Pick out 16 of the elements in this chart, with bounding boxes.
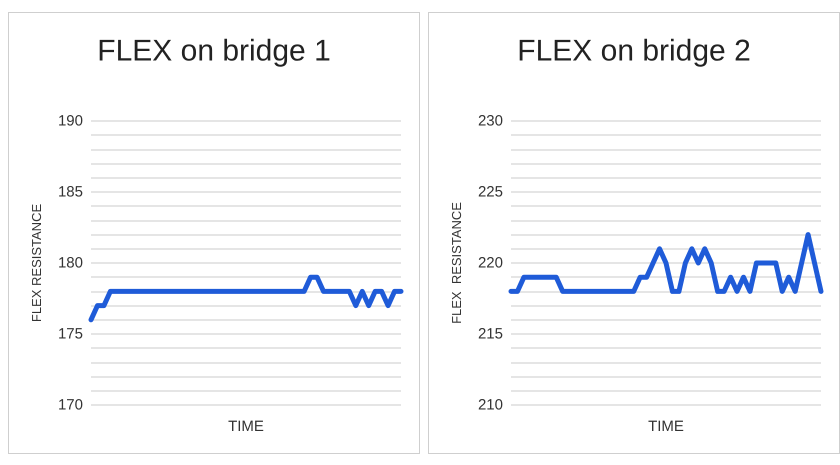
y-tick-label: 225 [478,184,503,200]
y-tick-label: 185 [58,184,83,200]
chart-title: FLEX on bridge 1 [97,34,331,68]
y-tick-label: 170 [58,396,83,414]
chart-title: FLEX on bridge 2 [517,34,751,68]
y-tick-label: 190 [58,112,83,130]
x-axis-title: TIME [648,418,684,435]
y-axis-title: FLEX RESISTANCE [29,204,44,322]
y-tick-label: 230 [478,112,503,130]
y-tick-label: 180 [58,254,83,272]
y-axis-title: FLEX RESISTANCE [449,202,464,324]
y-tick-label: 220 [478,254,503,272]
y-tick-label: 210 [478,396,503,414]
y-tick-label: 215 [478,326,503,342]
x-axis-title: TIME [228,418,264,435]
y-tick-label: 175 [58,326,83,342]
